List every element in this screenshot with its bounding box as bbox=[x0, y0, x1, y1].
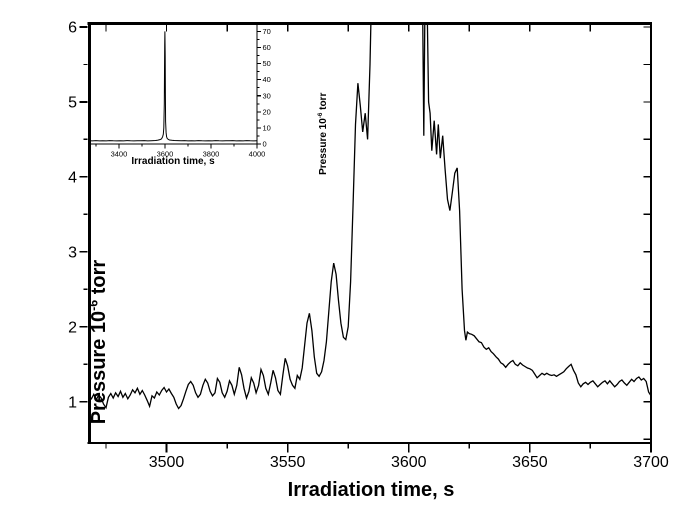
inset-y-axis-title-post: torr bbox=[318, 92, 330, 113]
main-tick-labels: 3500 3550 3600 3650 3700 1 2 3 4 5 6 bbox=[68, 19, 669, 471]
main-plot-frame bbox=[87, 22, 652, 444]
main-y-axis-title-post: torr bbox=[88, 259, 111, 300]
main-x-tick-label: 3700 bbox=[633, 454, 669, 471]
inset-x-tick-label: 3600 bbox=[157, 150, 174, 159]
inset-y-axis-title-pre: Pressure 10 bbox=[318, 118, 330, 175]
main-y-axis-title: Pressure 10-6 torr bbox=[86, 259, 111, 425]
inset-x-axis-title: Irradiation time, s bbox=[131, 157, 214, 167]
main-x-tick-label: 3650 bbox=[512, 454, 548, 471]
main-x-tick-label: 3600 bbox=[391, 454, 427, 471]
inset-y-tick-label: 40 bbox=[263, 75, 271, 84]
inset-x-tick-label: 3400 bbox=[111, 150, 128, 159]
main-data-line bbox=[89, 24, 651, 410]
inset-y-axis-title: Pressure 10-6 torr bbox=[316, 92, 330, 175]
inset-x-tick-label: 3800 bbox=[203, 150, 220, 159]
inset-y-axis-title-sup: -6 bbox=[316, 112, 324, 119]
main-data-series bbox=[89, 24, 651, 410]
inset-data-series bbox=[89, 31, 257, 142]
main-y-tick-label: 4 bbox=[68, 169, 77, 186]
main-y-axis-title-sup: -6 bbox=[86, 299, 101, 311]
main-x-axis-title-text: Irradiation time, s bbox=[287, 479, 455, 501]
main-x-tick-label: 3500 bbox=[149, 454, 185, 471]
inset-x-tick-label: 4000 bbox=[249, 150, 266, 159]
inset-y-tick-label: 0 bbox=[263, 140, 267, 149]
main-y-tick-label: 3 bbox=[68, 244, 77, 261]
main-y-tick-label: 6 bbox=[68, 19, 77, 36]
main-y-tick-label: 2 bbox=[68, 319, 77, 336]
inset-y-tick-label: 50 bbox=[263, 59, 271, 68]
inset-data-line bbox=[89, 31, 257, 142]
inset-axes bbox=[88, 22, 261, 149]
main-y-tick-label: 1 bbox=[68, 394, 77, 411]
inset-x-axis-title-text: Irradiation time, s bbox=[131, 156, 215, 167]
main-y-tick-label: 5 bbox=[68, 94, 77, 111]
inset-y-tick-label: 10 bbox=[263, 124, 271, 133]
inset-y-tick-label: 60 bbox=[263, 43, 271, 52]
main-y-axis-title-pre: Pressure 10 bbox=[88, 310, 111, 425]
inset-y-tick-label: 20 bbox=[263, 107, 271, 116]
inset-y-tick-label: 70 bbox=[263, 27, 271, 36]
inset-y-tick-label: 30 bbox=[263, 91, 271, 100]
main-axis-ticks bbox=[79, 24, 652, 453]
main-x-axis-title: Irradiation time, s bbox=[288, 480, 455, 500]
main-x-tick-label: 3550 bbox=[270, 454, 306, 471]
